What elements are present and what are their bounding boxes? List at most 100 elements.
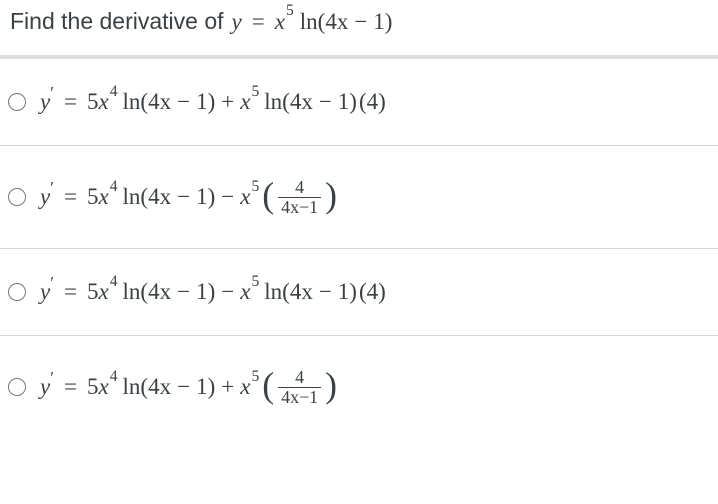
o-1a: 1 xyxy=(196,89,208,115)
o-eq: = xyxy=(54,374,87,400)
radio-button[interactable] xyxy=(8,283,26,301)
o-x2: x xyxy=(240,89,250,115)
o-4x1: 4x xyxy=(148,279,171,305)
o-1b: 1 xyxy=(338,89,350,115)
q-y: y xyxy=(232,9,242,35)
o-1b: 1 xyxy=(338,279,350,305)
o-5: 5 xyxy=(87,279,99,305)
o-ln1: ln xyxy=(123,89,141,115)
o-4x2: 4x xyxy=(290,89,313,115)
o-rp1: ) xyxy=(208,374,216,400)
question-prompt: Find the derivative of xyxy=(10,8,224,35)
o-ln2: ln xyxy=(264,279,282,305)
q-rpar: ) xyxy=(385,9,393,35)
o-e4: 4 xyxy=(109,178,118,196)
option-expression: y ′ = 5 x 4 ln ( 4x − 1 ) + x 5 ( 4 4x−1… xyxy=(40,366,337,408)
o-m1: − xyxy=(171,89,196,115)
q-eq: = xyxy=(242,9,275,35)
o-5: 5 xyxy=(87,184,99,210)
o-lp2: ( xyxy=(282,279,290,305)
o-5: 5 xyxy=(87,374,99,400)
o-prime: ′ xyxy=(50,83,54,103)
q-x: x xyxy=(275,9,285,35)
o-rp2: ) xyxy=(349,279,357,305)
q-4x: 4x xyxy=(325,9,348,35)
o-e5: 5 xyxy=(250,178,259,196)
o-p4: (4) xyxy=(357,89,388,115)
radio-button[interactable] xyxy=(8,188,26,206)
frac-den: 4x−1 xyxy=(278,387,321,407)
option-row[interactable]: y ′ = 5 x 4 ln ( 4x − 1 ) + x 5 ( 4 4x−1… xyxy=(0,336,718,438)
o-1a: 1 xyxy=(196,184,208,210)
q-minus: − xyxy=(348,9,373,35)
o-1a: 1 xyxy=(196,374,208,400)
o-sign: + xyxy=(215,374,240,400)
frac-den: 4x−1 xyxy=(278,197,321,217)
o-5: 5 xyxy=(87,89,99,115)
o-m1: − xyxy=(171,184,196,210)
o-x1: x xyxy=(98,89,108,115)
o-e5: 5 xyxy=(250,273,259,291)
q-one: 1 xyxy=(373,9,385,35)
o-4x1: 4x xyxy=(148,184,171,210)
o-e5: 5 xyxy=(250,368,259,386)
o-sign: + xyxy=(215,89,240,115)
o-eq: = xyxy=(54,279,87,305)
option-row[interactable]: y ′ = 5 x 4 ln ( 4x − 1 ) − x 5 ( 4 4x−1… xyxy=(0,146,718,248)
o-x2: x xyxy=(240,184,250,210)
question-expression: y = x 5 ln ( 4x − 1 ) xyxy=(232,9,393,35)
o-bigrp: ) xyxy=(325,364,337,406)
o-y: y xyxy=(40,374,50,400)
o-eq: = xyxy=(54,89,87,115)
o-e5: 5 xyxy=(250,83,259,101)
o-p4: (4) xyxy=(357,279,388,305)
o-rp1: ) xyxy=(208,184,216,210)
option-expression: y ′ = 5 x 4 ln ( 4x − 1 ) − x 5 ( 4 4x−1… xyxy=(40,176,337,218)
o-lp2: ( xyxy=(282,89,290,115)
option-expression: y ′ = 5 x 4 ln ( 4x − 1 ) − x 5 ln ( 4x … xyxy=(40,279,388,305)
question-row: Find the derivative of y = x 5 ln ( 4x −… xyxy=(0,0,718,55)
o-ln2: ln xyxy=(264,89,282,115)
o-e4: 4 xyxy=(109,273,118,291)
o-y: y xyxy=(40,184,50,210)
option-expression: y ′ = 5 x 4 ln ( 4x − 1 ) + x 5 ln ( 4x … xyxy=(40,89,388,115)
o-prime: ′ xyxy=(50,178,54,198)
option-row[interactable]: y ′ = 5 x 4 ln ( 4x − 1 ) + x 5 ln ( 4x … xyxy=(0,59,718,145)
o-lp1: ( xyxy=(140,89,148,115)
o-bigrp: ) xyxy=(325,174,337,216)
o-eq: = xyxy=(54,184,87,210)
q-lpar: ( xyxy=(318,9,326,35)
radio-button[interactable] xyxy=(8,93,26,111)
o-lp1: ( xyxy=(140,279,148,305)
o-rp1: ) xyxy=(208,89,216,115)
o-rp1: ) xyxy=(208,279,216,305)
o-e4: 4 xyxy=(109,368,118,386)
frac-num: 4 xyxy=(292,178,307,197)
fraction: 4 4x−1 xyxy=(278,368,321,407)
o-ln1: ln xyxy=(123,279,141,305)
o-x1: x xyxy=(98,374,108,400)
o-4x1: 4x xyxy=(148,374,171,400)
o-y: y xyxy=(40,89,50,115)
o-biglp: ( xyxy=(262,364,274,406)
o-4x2: 4x xyxy=(290,279,313,305)
q-exp5: 5 xyxy=(285,2,294,20)
o-m2: − xyxy=(313,279,338,305)
option-row[interactable]: y ′ = 5 x 4 ln ( 4x − 1 ) − x 5 ln ( 4x … xyxy=(0,249,718,335)
o-m1: − xyxy=(171,374,196,400)
o-m1: − xyxy=(171,279,196,305)
fraction: 4 4x−1 xyxy=(278,178,321,217)
o-biglp: ( xyxy=(262,174,274,216)
o-ln1: ln xyxy=(123,184,141,210)
o-x1: x xyxy=(98,184,108,210)
radio-button[interactable] xyxy=(8,378,26,396)
o-lp1: ( xyxy=(140,184,148,210)
o-4x1: 4x xyxy=(148,89,171,115)
o-x2: x xyxy=(240,374,250,400)
o-x1: x xyxy=(98,279,108,305)
o-e4: 4 xyxy=(109,83,118,101)
o-prime: ′ xyxy=(50,273,54,293)
o-x2: x xyxy=(240,279,250,305)
o-m2: − xyxy=(313,89,338,115)
frac-num: 4 xyxy=(292,368,307,387)
